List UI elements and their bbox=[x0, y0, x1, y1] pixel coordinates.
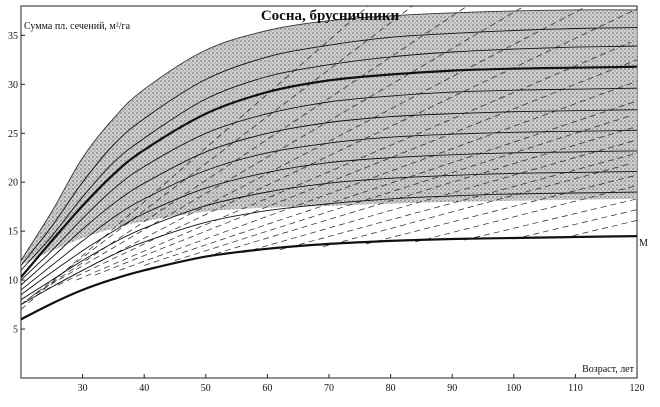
y-tick-label-1: 10 bbox=[8, 276, 18, 287]
dashed-line-11 bbox=[205, 126, 637, 257]
shaded-band bbox=[21, 9, 637, 266]
dashed-line-13 bbox=[279, 152, 637, 251]
series-line-1 bbox=[21, 45, 637, 271]
series-line-3 bbox=[21, 87, 637, 281]
x-axis-title: Возраст, лет bbox=[582, 364, 635, 375]
x-tick-label-9: 120 bbox=[630, 383, 645, 394]
x-tick-label-8: 110 bbox=[568, 383, 583, 394]
x-tick-label-3: 60 bbox=[262, 383, 272, 394]
dashed-line-3 bbox=[33, 6, 526, 296]
y-tick-label-2: 15 bbox=[8, 227, 18, 238]
x-tick-label-4: 70 bbox=[324, 383, 334, 394]
band-upper-edge bbox=[21, 9, 637, 261]
series-line-8 bbox=[21, 191, 637, 305]
series-line-6 bbox=[21, 150, 637, 296]
x-tick-label-2: 50 bbox=[201, 383, 211, 394]
y-tick-label-5: 30 bbox=[8, 80, 18, 91]
y-axis-title: Сумма пл. сечений, м²/га bbox=[24, 21, 131, 32]
series-line-7 bbox=[21, 170, 637, 301]
dashed-line-6 bbox=[76, 41, 631, 281]
x-tick-label-6: 90 bbox=[447, 383, 457, 394]
y-tick-label-0: 5 bbox=[13, 325, 18, 336]
y-tick-label-6: 35 bbox=[8, 31, 18, 42]
x-tick-label-5: 80 bbox=[386, 383, 396, 394]
dashed-line-2 bbox=[27, 6, 468, 300]
series-end-label: M bbox=[639, 238, 648, 249]
y-tick-label-3: 20 bbox=[8, 178, 18, 189]
dashed-line-19 bbox=[563, 220, 637, 239]
series-line-0 bbox=[21, 27, 637, 266]
dashed-line-7 bbox=[94, 59, 637, 276]
series-line-2 bbox=[21, 65, 637, 278]
series-line-5 bbox=[21, 129, 637, 291]
dashed-line-15 bbox=[365, 174, 637, 245]
dashed-line-8 bbox=[119, 80, 637, 271]
dashed-line-16 bbox=[415, 185, 637, 243]
series-layer bbox=[21, 27, 637, 321]
dashed-line-14 bbox=[322, 163, 631, 248]
x-tick-label-7: 100 bbox=[506, 383, 521, 394]
series-line-4 bbox=[21, 109, 637, 286]
y-tick-label-4: 25 bbox=[8, 129, 18, 140]
dashed-line-18 bbox=[513, 209, 637, 240]
dashed-line-4 bbox=[45, 6, 588, 291]
x-tick-label-0: 30 bbox=[78, 383, 88, 394]
dashed-line-5 bbox=[57, 8, 637, 286]
shaded-band-layer bbox=[21, 9, 637, 266]
series-line-9 bbox=[21, 235, 637, 321]
x-tick-label-1: 40 bbox=[139, 383, 149, 394]
axis-layer: 30 40 50 60 70 80 90 100 110 120 5 10 15 20 25 30 35 bbox=[8, 31, 645, 394]
dashed-line-9 bbox=[144, 100, 637, 266]
chart-title: Сосна, брусничники bbox=[261, 8, 400, 24]
